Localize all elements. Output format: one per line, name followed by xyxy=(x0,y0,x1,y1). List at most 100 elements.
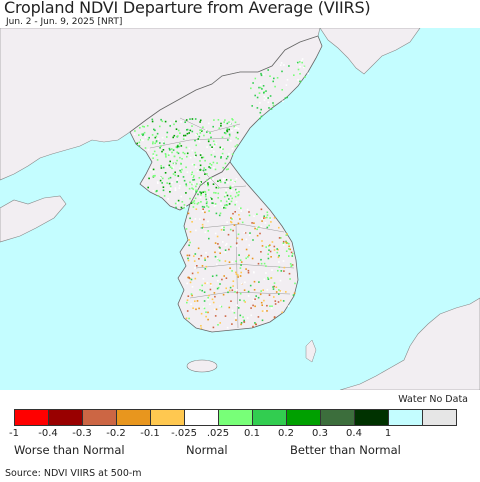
ndvi-pixel xyxy=(204,211,206,214)
ndvi-pixel xyxy=(209,132,211,134)
ndvi-pixel xyxy=(266,216,268,219)
ndvi-pixel xyxy=(189,275,192,278)
ndvi-pixel xyxy=(195,208,198,210)
ndvi-pixel xyxy=(247,295,250,297)
ndvi-pixel xyxy=(192,175,195,177)
ndvi-pixel xyxy=(260,258,262,261)
ndvi-pixel xyxy=(248,211,250,213)
ndvi-pixel xyxy=(280,62,283,64)
ndvi-pixel xyxy=(195,154,197,157)
legend-swatch-4 xyxy=(150,409,185,426)
ndvi-pixel xyxy=(189,241,191,244)
ndvi-pixel xyxy=(235,136,238,139)
ndvi-pixel xyxy=(144,147,147,149)
ndvi-pixel xyxy=(224,207,227,209)
ndvi-pixel xyxy=(289,278,291,280)
ndvi-pixel xyxy=(267,97,269,99)
ndvi-pixel xyxy=(259,293,262,296)
ndvi-pixel xyxy=(139,127,141,129)
ndvi-pixel xyxy=(154,136,157,139)
ndvi-pixel xyxy=(225,191,227,194)
ndvi-pixel xyxy=(201,210,204,212)
ndvi-pixel xyxy=(292,254,294,256)
legend-swatch-7 xyxy=(252,409,287,426)
ndvi-pixel xyxy=(219,322,221,324)
ndvi-pixel xyxy=(204,195,207,198)
ndvi-pixel xyxy=(264,217,266,219)
ndvi-pixel xyxy=(169,191,171,193)
ndvi-pixel xyxy=(272,102,274,104)
ndvi-pixel xyxy=(160,145,162,147)
ndvi-pixel xyxy=(282,244,285,246)
ndvi-pixel xyxy=(224,244,227,246)
ndvi-pixel xyxy=(223,275,225,277)
legend-swatch-3 xyxy=(116,409,151,426)
ndvi-pixel xyxy=(157,138,160,140)
ndvi-pixel xyxy=(266,310,268,312)
ndvi-pixel xyxy=(164,120,167,123)
ndvi-pixel xyxy=(285,250,288,252)
ndvi-pixel xyxy=(260,251,262,253)
ndvi-pixel xyxy=(220,200,222,202)
ndvi-pixel xyxy=(262,217,265,219)
normal-label: Normal xyxy=(186,443,228,457)
ndvi-pixel xyxy=(200,201,202,203)
ndvi-pixel xyxy=(166,182,168,184)
ndvi-pixel xyxy=(161,182,163,184)
ndvi-pixel xyxy=(202,208,204,210)
ndvi-pixel xyxy=(226,194,229,197)
ndvi-pixel xyxy=(253,215,255,217)
ndvi-pixel xyxy=(225,243,228,245)
ndvi-pixel xyxy=(245,268,247,270)
ndvi-pixel xyxy=(206,146,208,148)
ndvi-pixel xyxy=(199,119,202,122)
ndvi-pixel xyxy=(200,327,203,330)
ndvi-pixel xyxy=(225,179,228,181)
ndvi-pixel xyxy=(198,307,200,310)
ndvi-pixel xyxy=(239,314,242,317)
ndvi-pixel xyxy=(231,180,234,182)
ndvi-pixel xyxy=(171,167,173,170)
ndvi-pixel xyxy=(205,311,207,313)
ndvi-pixel xyxy=(219,247,221,249)
ndvi-pixel xyxy=(216,162,218,164)
ndvi-pixel xyxy=(233,224,236,226)
ndvi-pixel xyxy=(284,97,287,99)
date-range: Jun. 2 - Jun. 9, 2025 [NRT] xyxy=(6,17,123,27)
ndvi-pixel xyxy=(215,274,218,277)
ndvi-pixel xyxy=(142,139,144,142)
ndvi-pixel xyxy=(175,120,177,123)
ndvi-pixel xyxy=(227,139,229,141)
map-canvas[interactable] xyxy=(0,28,480,390)
ndvi-pixel xyxy=(291,264,293,267)
ndvi-pixel xyxy=(296,61,299,64)
ndvi-pixel xyxy=(260,74,263,77)
ndvi-pixel xyxy=(193,260,196,262)
ndvi-pixel xyxy=(228,261,231,263)
ndvi-pixel xyxy=(205,252,207,254)
ndvi-pixel xyxy=(219,179,221,182)
ndvi-pixel xyxy=(277,301,280,303)
ndvi-pixel xyxy=(197,202,200,204)
ndvi-pixel xyxy=(255,323,257,326)
ndvi-pixel xyxy=(236,131,239,134)
ndvi-pixel xyxy=(273,296,275,298)
ndvi-pixel xyxy=(213,145,216,148)
ndvi-pixel xyxy=(263,215,265,217)
ndvi-pixel xyxy=(163,142,165,145)
ndvi-pixel xyxy=(270,307,273,309)
ndvi-pixel xyxy=(232,280,235,282)
ndvi-pixel xyxy=(181,168,183,171)
ndvi-pixel xyxy=(247,271,250,274)
ndvi-pixel xyxy=(152,175,155,177)
ndvi-pixel xyxy=(156,159,159,161)
ndvi-pixel xyxy=(153,150,156,153)
ndvi-pixel xyxy=(182,151,184,154)
ndvi-pixel xyxy=(194,267,196,269)
ndvi-pixel xyxy=(201,223,204,226)
ndvi-pixel xyxy=(235,271,237,274)
ndvi-pixel xyxy=(194,197,197,200)
ndvi-pixel xyxy=(260,72,262,75)
ndvi-pixel xyxy=(241,221,244,224)
ndvi-pixel xyxy=(173,123,175,126)
